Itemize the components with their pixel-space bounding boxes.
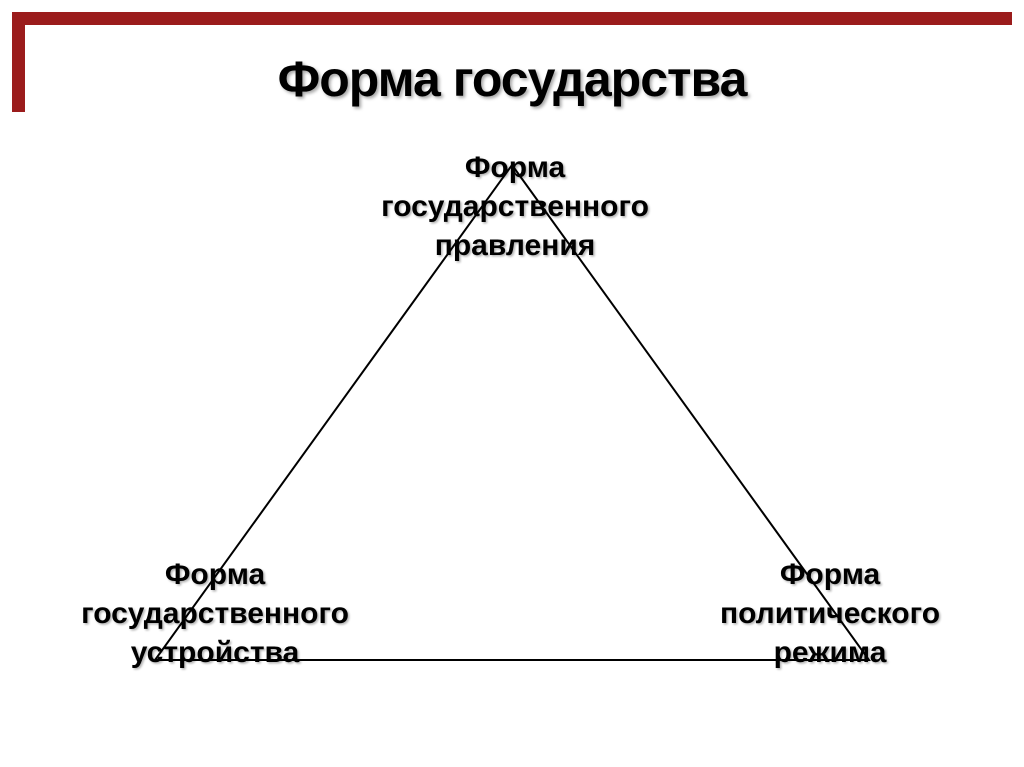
label-line: устройства bbox=[50, 633, 380, 672]
label-bottom-right: Формаполитическогорежима bbox=[680, 555, 980, 672]
label-line: государственного bbox=[50, 594, 380, 633]
label-top: Формагосударственногоправления bbox=[350, 148, 680, 265]
label-line: Форма bbox=[680, 555, 980, 594]
label-line: Форма bbox=[50, 555, 380, 594]
label-line: Форма bbox=[350, 148, 680, 187]
label-line: режима bbox=[680, 633, 980, 672]
label-line: правления bbox=[350, 226, 680, 265]
label-bottom-left: Формагосударственногоустройства bbox=[50, 555, 380, 672]
frame-top-bar bbox=[12, 12, 1012, 25]
label-line: политического bbox=[680, 594, 980, 633]
slide-title: Форма государства bbox=[0, 50, 1024, 108]
label-line: государственного bbox=[350, 187, 680, 226]
